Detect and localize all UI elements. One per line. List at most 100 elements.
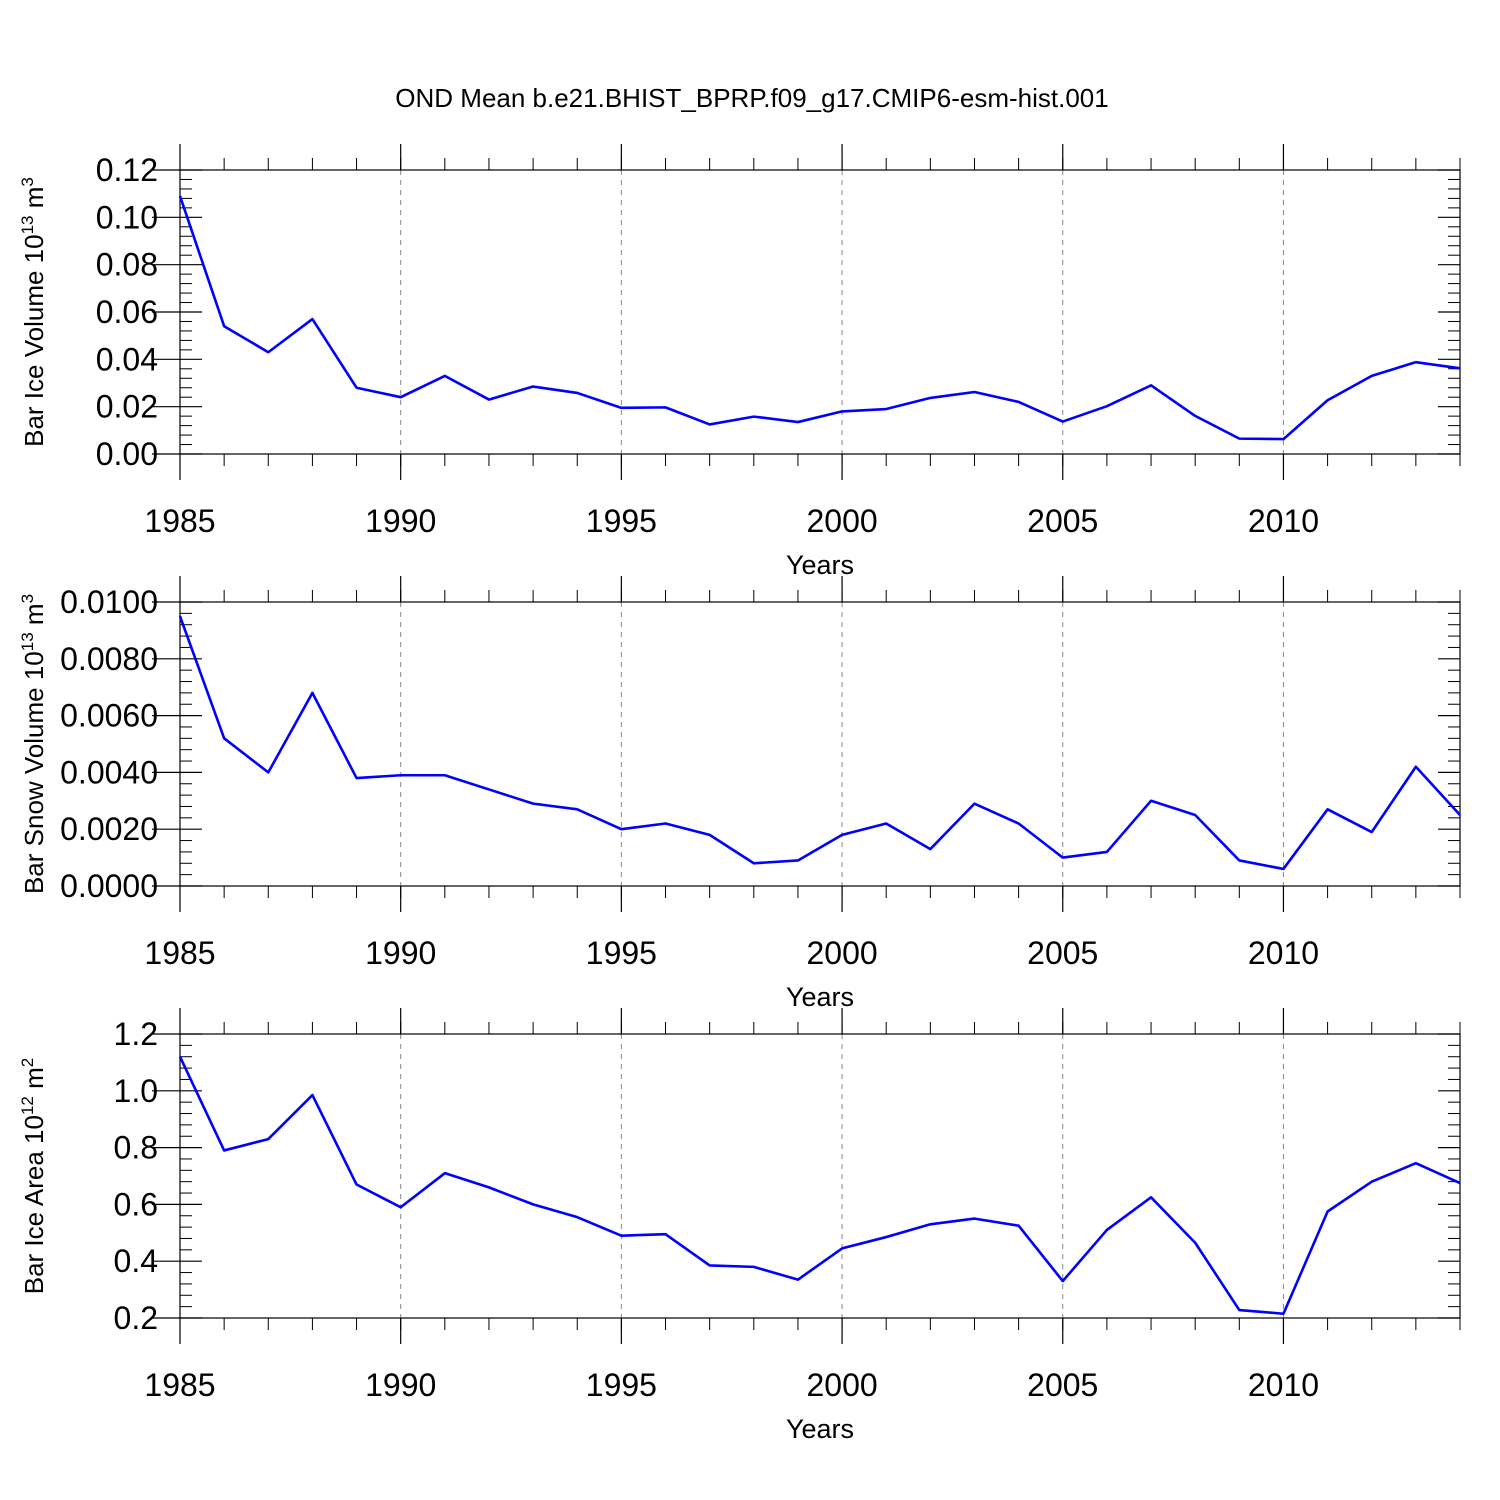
data-point — [619, 827, 623, 831]
plot-frame — [179, 1033, 1461, 1319]
x-axis-label: Years — [786, 1414, 854, 1444]
y-axis-label: Bar Snow Volume 1013 m3 — [18, 594, 49, 894]
data-point — [531, 385, 535, 389]
data-point — [1105, 404, 1109, 408]
data-point — [1149, 799, 1153, 803]
panel-3: 0.2 0.4 0.6 0.8 1.0 1.2 1985 1990 1995 2000 2005 20… — [18, 1008, 1462, 1444]
data-point — [1237, 437, 1241, 441]
data-point — [310, 691, 314, 695]
data-point — [575, 391, 579, 395]
data-point — [1414, 1161, 1418, 1165]
data-point — [178, 614, 182, 618]
data-point — [1370, 830, 1374, 834]
x-axis-label: Years — [786, 550, 854, 580]
x-tick-label: 2000 — [806, 503, 877, 539]
data-point — [1458, 1181, 1462, 1185]
y-tick-label: 0.6 — [114, 1186, 158, 1222]
data-point — [840, 1246, 844, 1250]
data-point — [664, 1232, 668, 1236]
data-point — [266, 770, 270, 774]
data-point — [1061, 1279, 1065, 1283]
y-tick-label: 0.0060 — [60, 698, 158, 734]
x-tick-label: 1990 — [365, 1367, 436, 1403]
y-tick-label: 0.04 — [96, 341, 158, 377]
data-point — [443, 374, 447, 378]
x-tick-label: 1990 — [365, 935, 436, 971]
x-tick-label: 1985 — [144, 935, 215, 971]
data-point — [708, 833, 712, 837]
y-axis-label-part: 3 — [18, 177, 37, 186]
data-point — [1105, 850, 1109, 854]
x-tick-label: 1995 — [586, 503, 657, 539]
data-point — [266, 350, 270, 354]
y-tick-label: 0.0040 — [60, 754, 158, 790]
data-point — [1281, 867, 1285, 871]
data-point — [1017, 822, 1021, 826]
data-point — [1193, 1241, 1197, 1245]
x-axis-label: Years — [786, 982, 854, 1012]
y-tick-label: 0.4 — [114, 1243, 158, 1279]
data-point — [222, 1148, 226, 1152]
data-point — [487, 787, 491, 791]
y-tick-label: 1.0 — [114, 1073, 158, 1109]
y-tick-label: 0.06 — [96, 294, 158, 330]
data-point — [752, 1265, 756, 1269]
data-point — [1414, 360, 1418, 364]
y-axis-label-part: Bar Ice Volume 10 — [19, 234, 49, 446]
data-point — [1414, 765, 1418, 769]
y-axis-label-part: m — [19, 1067, 49, 1096]
x-tick-label: 1985 — [144, 503, 215, 539]
data-point — [443, 773, 447, 777]
series-line — [178, 615, 1461, 871]
data-point — [310, 317, 314, 321]
figure-title: OND Mean b.e21.BHIST_BPRP.f09_g17.CMIP6-… — [395, 83, 1108, 113]
y-axis-label: Bar Ice Volume 1013 m3 — [18, 177, 49, 447]
data-point — [796, 420, 800, 424]
data-point — [1149, 1195, 1153, 1199]
data-point — [266, 1137, 270, 1141]
data-point — [884, 407, 888, 411]
data-point — [178, 1055, 182, 1059]
data-point — [1237, 858, 1241, 862]
data-point — [796, 1278, 800, 1282]
data-point — [1326, 1210, 1330, 1214]
data-point — [1017, 400, 1021, 404]
data-point — [796, 858, 800, 862]
y-axis-label-part: 13 — [18, 215, 37, 234]
data-point — [1061, 420, 1065, 424]
data-point — [1326, 807, 1330, 811]
data-point — [664, 405, 668, 409]
y-tick-label: 0.00 — [96, 436, 158, 472]
data-point — [1281, 1312, 1285, 1316]
data-point — [575, 807, 579, 811]
data-point — [928, 396, 932, 400]
data-point — [840, 409, 844, 413]
data-point — [884, 1235, 888, 1239]
y-axis-label: Bar Ice Area 1012 m2 — [18, 1058, 49, 1295]
plot-frame — [179, 601, 1461, 887]
data-point — [708, 422, 712, 426]
data-point — [1105, 1228, 1109, 1232]
y-axis-label-part: m — [19, 603, 49, 632]
data-point — [531, 1202, 535, 1206]
plot-frame — [179, 169, 1461, 455]
data-point — [972, 390, 976, 394]
y-tick-label: 0.0020 — [60, 811, 158, 847]
data-point — [1061, 856, 1065, 860]
y-tick-label: 0.8 — [114, 1130, 158, 1166]
x-tick-label: 2000 — [806, 935, 877, 971]
data-point — [355, 776, 359, 780]
x-tick-label: 1990 — [365, 503, 436, 539]
data-point — [928, 1222, 932, 1226]
data-point — [1193, 414, 1197, 418]
y-axis-label-part: 13 — [18, 632, 37, 651]
x-tick-label: 2000 — [806, 1367, 877, 1403]
y-tick-label: 0.0080 — [60, 641, 158, 677]
data-point — [1281, 437, 1285, 441]
data-point — [972, 802, 976, 806]
y-tick-label: 0.0000 — [60, 868, 158, 904]
y-tick-label: 1.2 — [114, 1016, 158, 1052]
y-axis-label-part: 2 — [18, 1058, 37, 1067]
y-tick-label: 0.12 — [96, 152, 158, 188]
data-point — [1326, 398, 1330, 402]
